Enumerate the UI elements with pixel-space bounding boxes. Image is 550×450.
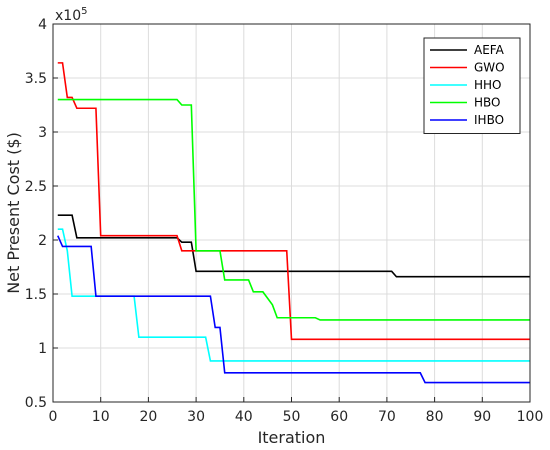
y-tick-label: 1.5 <box>25 287 47 303</box>
x-tick-label: 0 <box>49 409 58 425</box>
y-tick-label: 3.5 <box>25 71 47 87</box>
x-tick-label: 60 <box>330 409 348 425</box>
series-line-gwo <box>57 62 530 341</box>
x-tick-label: 100 <box>517 409 544 425</box>
x-tick-label: 70 <box>378 409 396 425</box>
x-tick-label: 10 <box>92 409 110 425</box>
legend-label-ihbo: IHBO <box>474 113 504 127</box>
x-axis-title: Iteration <box>258 428 326 447</box>
x-tick-label: 80 <box>426 409 444 425</box>
x-tick-label: 20 <box>139 409 157 425</box>
x-tick-label: 50 <box>283 409 301 425</box>
x-tick-label: 90 <box>473 409 491 425</box>
y-axis-title: Net Present Cost ($) <box>4 132 23 294</box>
y-tick-label: 2 <box>38 233 47 249</box>
y-tick-label: 0.5 <box>25 395 47 411</box>
y-axis: 0.5 1 1.5 2 2.5 3 3.5 4 <box>25 17 58 411</box>
y-tick-label: 4 <box>38 17 47 33</box>
legend-label-gwo: GWO <box>474 61 505 75</box>
series-layer <box>57 62 530 384</box>
y-tick-label: 1 <box>38 341 47 357</box>
legend-label-hbo: HBO <box>474 96 501 110</box>
x-tick-label: 30 <box>187 409 205 425</box>
series-line-ihbo <box>57 235 530 384</box>
legend-label-hho: HHO <box>474 78 502 92</box>
x-axis: 0 10 20 30 40 50 60 70 80 90 100 <box>49 397 544 425</box>
y-multiplier-label: x105 <box>55 6 87 24</box>
legend-label-aefa: AEFA <box>474 43 505 57</box>
x-tick-label: 40 <box>235 409 253 425</box>
series-line-aefa <box>57 214 530 278</box>
y-tick-label: 3 <box>38 125 47 141</box>
legend: AEFA GWO HHO HBO IHBO <box>423 37 521 134</box>
series-line-hbo <box>57 98 530 321</box>
y-tick-label: 2.5 <box>25 179 47 195</box>
